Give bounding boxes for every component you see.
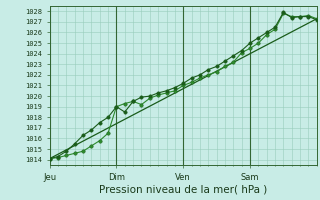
X-axis label: Pression niveau de la mer( hPa ): Pression niveau de la mer( hPa ) (99, 184, 267, 194)
